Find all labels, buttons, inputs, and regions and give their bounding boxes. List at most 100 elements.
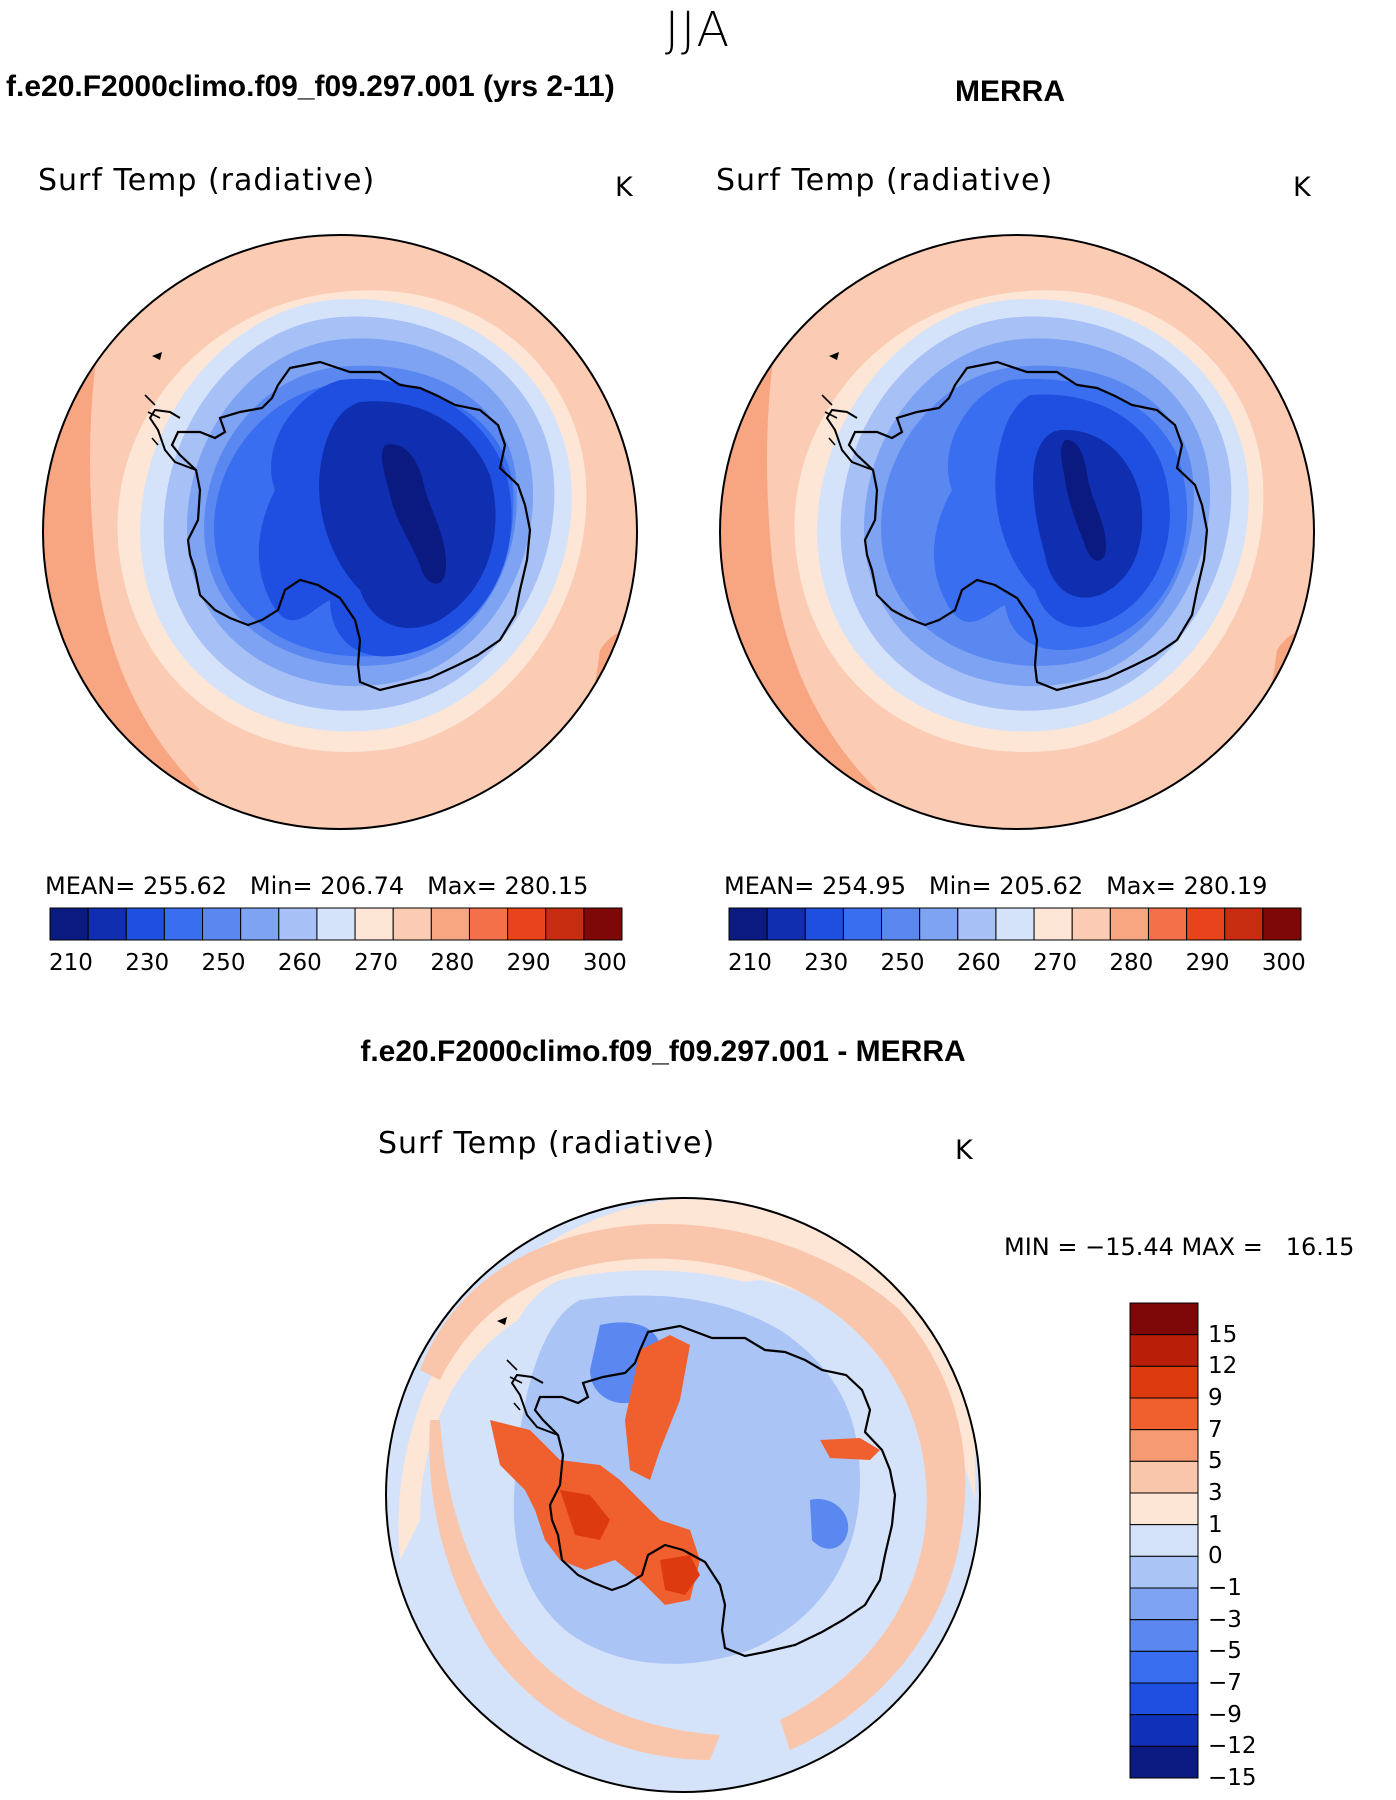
model-colorbar-tick-label: 210 [49, 950, 93, 976]
difference-map-border [385, 1197, 981, 1793]
obs-colorbar [728, 907, 1302, 941]
difference-colorbar-tick-label: 1 [1208, 1511, 1223, 1538]
difference-colorbar-box [1129, 1682, 1199, 1716]
model-min-value: 206.74 [320, 872, 405, 900]
model-colorbar-box [316, 907, 356, 941]
difference-colorbar-box [1129, 1365, 1199, 1399]
model-mean-label: MEAN= [45, 872, 136, 900]
obs-colorbar-box [919, 907, 959, 941]
difference-colorbar-tick-label: −5 [1208, 1638, 1242, 1665]
difference-case-title: f.e20.F2000climo.f09_f09.297.001 - MERRA [360, 1035, 966, 1068]
model-colorbar-box [430, 907, 470, 941]
difference-colorbar-tick-label: −3 [1208, 1606, 1242, 1633]
obs-units: K [1293, 172, 1311, 203]
model-colorbar-box [468, 907, 509, 941]
difference-units: K [955, 1135, 973, 1166]
difference-colorbar-tick-label: 9 [1208, 1385, 1223, 1411]
obs-colorbar-box [1071, 907, 1111, 941]
model-colorbar-box [392, 907, 432, 941]
model-colorbar-tick-label: 250 [201, 950, 246, 976]
obs-case-title: MERRA [955, 75, 1065, 108]
difference-colorbar-tick-label: −15 [1208, 1765, 1257, 1791]
difference-colorbar-box [1129, 1334, 1199, 1367]
obs-stats: MEAN= 254.95 Min= 205.62 Max= 280.19 [724, 872, 1267, 900]
model-max-value: 280.15 [504, 872, 589, 900]
difference-colorbar-box [1129, 1397, 1199, 1431]
difference-colorbar-box [1129, 1492, 1199, 1526]
difference-colorbar-box [1129, 1555, 1199, 1589]
difference-var-title: Surf Temp (radiative) [378, 1126, 716, 1161]
obs-min-label: Min= [928, 872, 992, 900]
difference-colorbar-box [1129, 1619, 1199, 1652]
obs-colorbar-tick-label: 260 [956, 950, 1001, 976]
obs-colorbar-box [1186, 907, 1226, 941]
obs-min-value: 205.62 [999, 872, 1084, 900]
model-case-title: f.e20.F2000climo.f09_f09.297.001 (yrs 2-… [6, 70, 615, 103]
difference-colorbar-box [1129, 1524, 1199, 1557]
difference-colorbar-box [1129, 1302, 1199, 1336]
obs-colorbar-box [1109, 907, 1149, 941]
obs-colorbar-box [957, 907, 997, 941]
model-colorbar-tick-label: 280 [430, 950, 475, 976]
obs-colorbar-tick-label: 300 [1261, 950, 1306, 976]
obs-colorbar-box [881, 907, 921, 941]
difference-colorbar-tick-label: −12 [1208, 1733, 1257, 1760]
difference-colorbar-box [1129, 1460, 1199, 1494]
difference-colorbar-tick-label: 0 [1208, 1543, 1223, 1570]
obs-map-border [719, 234, 1315, 830]
model-polar-map [43, 235, 637, 829]
model-colorbar-box [202, 907, 242, 941]
model-colorbar-tick-label: 270 [354, 950, 398, 976]
model-colorbar-box [49, 907, 89, 941]
model-colorbar-box [125, 907, 165, 941]
model-colorbar-box [87, 907, 127, 941]
difference-polar-map [386, 1198, 980, 1792]
obs-colorbar-box [995, 907, 1035, 941]
difference-colorbar-box [1129, 1429, 1199, 1462]
obs-colorbar-tick-label: 290 [1185, 950, 1230, 976]
obs-colorbar-tick-label: 230 [804, 950, 849, 976]
obs-colorbar-box [804, 907, 844, 941]
difference-colorbar-box [1129, 1745, 1199, 1779]
model-colorbar-box [278, 907, 318, 941]
model-colorbar-tick-label: 230 [125, 950, 170, 976]
model-colorbar-box [240, 907, 280, 941]
obs-mean-value: 254.95 [822, 872, 906, 900]
difference-colorbar-box [1129, 1587, 1199, 1621]
obs-colorbar-box [842, 907, 883, 941]
obs-colorbar-box [1147, 907, 1188, 941]
difference-colorbar-tick-label: −9 [1208, 1701, 1242, 1728]
obs-colorbar-box [1224, 907, 1264, 941]
difference-colorbar-tick-label: −7 [1208, 1670, 1242, 1696]
model-colorbar-box [163, 907, 204, 941]
difference-colorbar-box [1129, 1714, 1199, 1747]
difference-minmax: MIN = −15.44 MAX = 16.15 [1004, 1233, 1355, 1261]
difference-colorbar-tick-label: 3 [1208, 1480, 1223, 1506]
season-title: JJA [664, 2, 732, 58]
obs-colorbar-box [728, 907, 768, 941]
model-colorbar-tick-label: 260 [277, 950, 322, 976]
obs-colorbar-box [1262, 907, 1302, 941]
obs-max-label: Max= [1106, 872, 1176, 900]
model-colorbar-box [583, 907, 623, 941]
obs-polar-map [720, 235, 1314, 829]
obs-mean-label: MEAN= [724, 872, 815, 900]
model-colorbar-box [507, 907, 547, 941]
difference-colorbar-tick-label: −1 [1208, 1575, 1242, 1601]
model-units: K [615, 172, 633, 203]
difference-colorbar-tick-label: 12 [1208, 1353, 1238, 1380]
model-map-border [42, 234, 638, 830]
model-colorbar [49, 907, 623, 941]
difference-colorbar-box [1129, 1650, 1199, 1684]
model-colorbar-box [545, 907, 585, 941]
model-var-title: Surf Temp (radiative) [38, 163, 376, 198]
obs-max-value: 280.19 [1183, 872, 1268, 900]
model-colorbar-box [354, 907, 394, 941]
obs-colorbar-tick-label: 280 [1109, 950, 1154, 976]
obs-colorbar-tick-label: 250 [880, 950, 925, 976]
difference-colorbar-tick-label: 15 [1208, 1321, 1238, 1348]
model-min-label: Min= [249, 872, 313, 900]
obs-colorbar-tick-label: 270 [1033, 950, 1077, 976]
model-stats: MEAN= 255.62 Min= 206.74 Max= 280.15 [45, 872, 588, 900]
